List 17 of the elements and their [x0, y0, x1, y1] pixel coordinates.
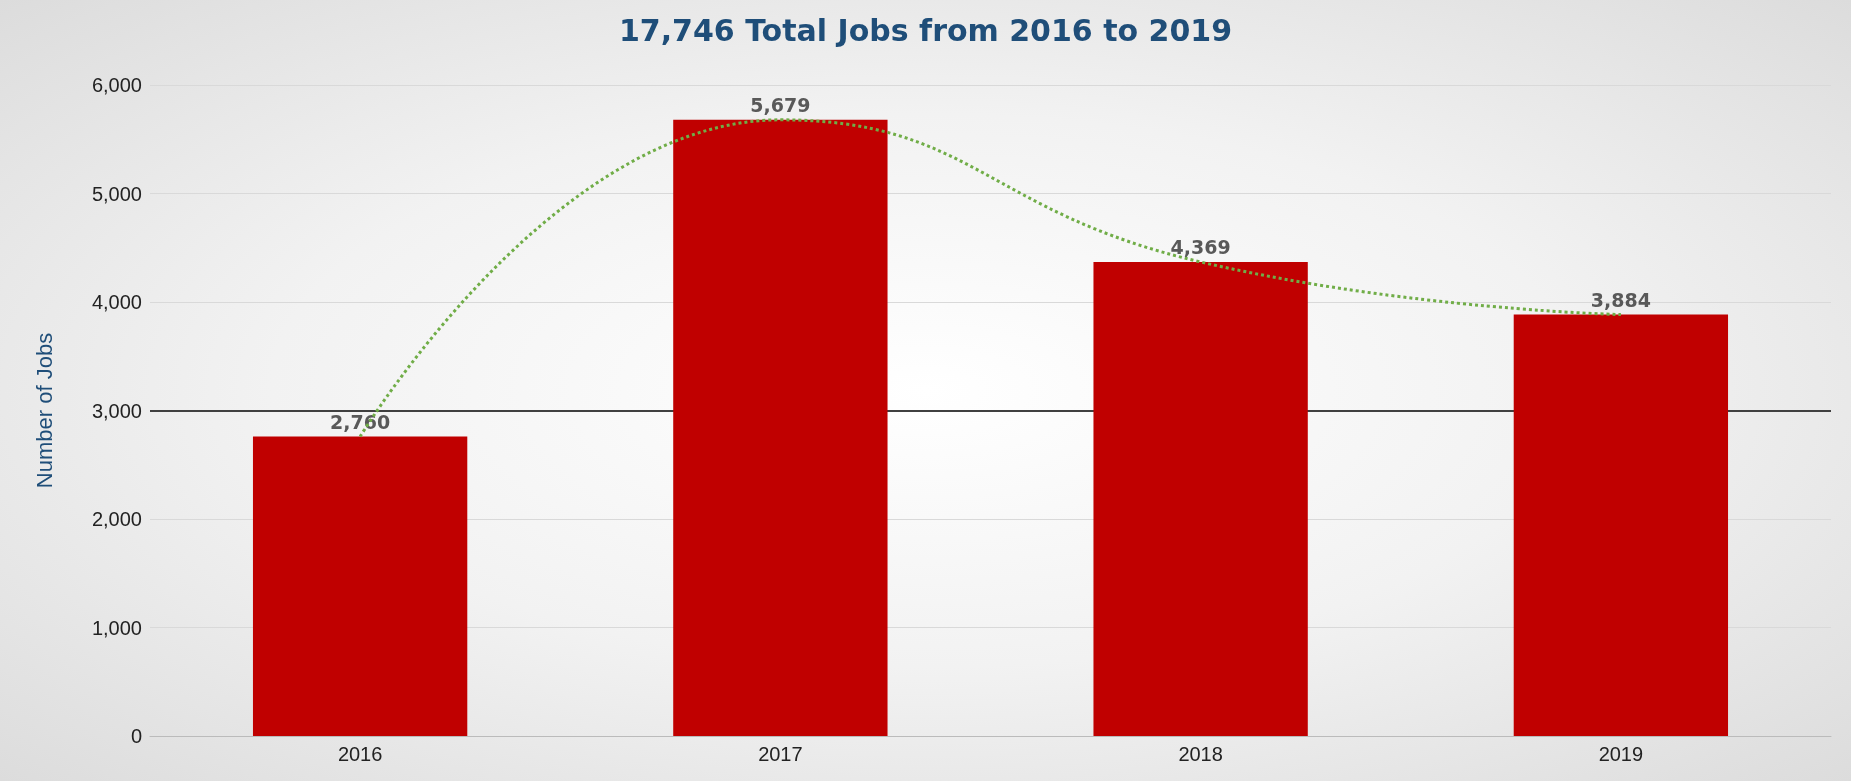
chart-title: 17,746 Total Jobs from 2016 to 2019 [618, 12, 1233, 48]
y-tick-label: 0 [130, 725, 142, 747]
y-axis-title: Number of Jobs [31, 332, 57, 489]
y-tick-label: 3,000 [91, 399, 142, 422]
y-tick-label: 2,000 [91, 508, 142, 530]
x-tick-label: 2018 [1178, 743, 1223, 765]
x-tick-label: 2019 [1598, 743, 1644, 765]
y-tick-label: 5,000 [91, 182, 142, 205]
data-label: 4,369 [1170, 236, 1231, 259]
x-tick-label: 2017 [758, 743, 803, 765]
x-tick-label: 2016 [337, 743, 383, 765]
data-label: 2,760 [330, 411, 391, 434]
data-label: 5,679 [750, 94, 811, 117]
data-label: 3,884 [1590, 289, 1651, 312]
y-tick-label: 1,000 [91, 616, 142, 639]
y-tick-label: 6,000 [91, 74, 142, 96]
y-tick-label: 4,000 [91, 291, 142, 313]
